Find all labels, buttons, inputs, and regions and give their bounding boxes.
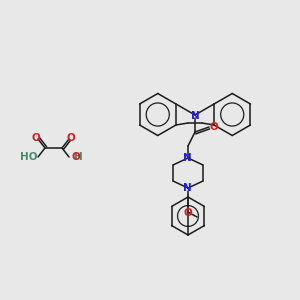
- Text: O: O: [67, 133, 75, 143]
- Text: O: O: [32, 133, 40, 143]
- Text: HO: HO: [20, 152, 38, 162]
- Text: O: O: [210, 122, 218, 132]
- Text: O: O: [72, 152, 81, 162]
- Text: H: H: [74, 152, 82, 162]
- Text: N: N: [183, 183, 191, 193]
- Text: O: O: [184, 208, 192, 218]
- Text: N: N: [183, 153, 191, 163]
- Text: N: N: [190, 111, 200, 121]
